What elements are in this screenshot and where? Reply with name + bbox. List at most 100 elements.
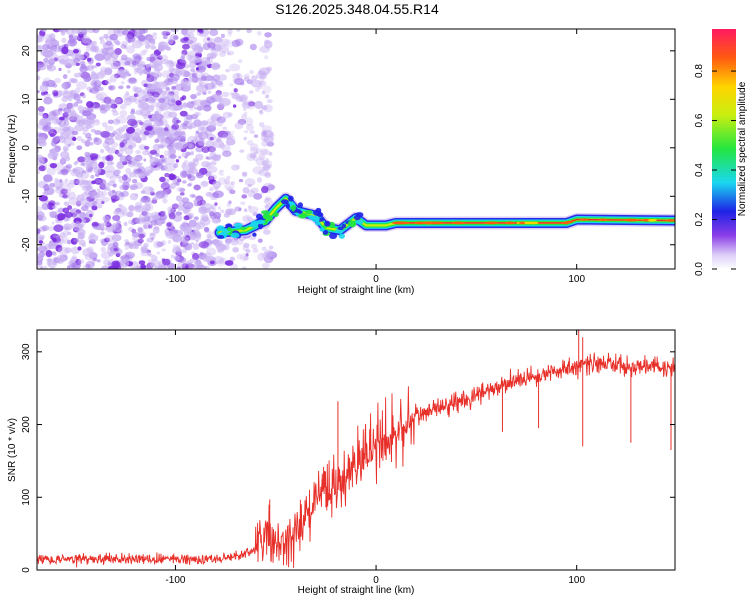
- noise-speckle: [63, 223, 73, 231]
- noise-speckle: [185, 151, 191, 157]
- noise-speckle: [164, 127, 169, 132]
- noise-speckle: [258, 153, 266, 161]
- noise-speckle: [87, 42, 94, 47]
- noise-speckle: [145, 212, 153, 219]
- noise-speckle: [268, 152, 273, 156]
- noise-speckle: [189, 151, 195, 156]
- noise-speckle: [191, 140, 194, 144]
- noise-speckle: [81, 179, 89, 186]
- noise-speckle: [37, 211, 45, 218]
- noise-speckle: [159, 106, 165, 112]
- noise-speckle: [193, 199, 197, 203]
- spectrogram-ytick-label: 20: [21, 45, 32, 57]
- noise-speckle: [98, 104, 106, 112]
- noise-speckle: [40, 235, 45, 241]
- noise-speckle: [47, 64, 53, 69]
- noise-speckle: [76, 136, 83, 142]
- noise-speckle: [164, 178, 170, 184]
- band-blob: [233, 222, 243, 229]
- noise-speckle: [52, 251, 57, 257]
- noise-speckle: [169, 234, 175, 239]
- noise-speckle: [208, 76, 213, 80]
- noise-speckle: [142, 88, 151, 96]
- noise-speckle: [89, 87, 99, 94]
- noise-speckle: [201, 180, 209, 187]
- noise-speckle: [162, 258, 171, 266]
- noise-speckle: [113, 209, 120, 215]
- noise-speckle: [94, 53, 105, 61]
- noise-speckle: [183, 215, 190, 221]
- noise-speckle: [156, 251, 160, 255]
- noise-speckle: [75, 172, 84, 178]
- band-blob: [338, 233, 345, 239]
- noise-speckle: [171, 142, 179, 148]
- noise-speckle: [119, 259, 130, 268]
- noise-speckle: [247, 205, 252, 209]
- noise-speckle: [123, 173, 128, 179]
- band-blob: [288, 195, 294, 202]
- noise-speckle: [91, 180, 96, 185]
- noise-speckle: [100, 227, 105, 232]
- noise-speckle: [215, 90, 222, 96]
- noise-speckle: [193, 57, 199, 63]
- noise-speckle: [110, 61, 122, 70]
- noise-speckle: [112, 110, 119, 117]
- snr-xtick-label: -100: [165, 575, 185, 586]
- noise-speckle: [173, 162, 179, 169]
- noise-speckle: [48, 33, 56, 40]
- noise-speckle: [39, 83, 49, 93]
- noise-speckle: [202, 256, 211, 262]
- noise-speckle: [103, 33, 109, 39]
- noise-speckle: [50, 266, 55, 269]
- noise-speckle: [82, 248, 94, 257]
- noise-speckle: [90, 45, 98, 51]
- noise-speckle: [197, 80, 204, 85]
- noise-speckle: [133, 182, 144, 189]
- noise-speckle: [263, 249, 273, 258]
- noise-speckle: [213, 36, 224, 46]
- noise-speckle: [171, 174, 177, 180]
- noise-speckle: [105, 155, 111, 162]
- noise-speckle: [42, 112, 49, 119]
- band-blob: [355, 219, 364, 225]
- noise-speckle: [265, 197, 270, 202]
- noise-speckle: [93, 119, 101, 126]
- noise-speckle: [99, 97, 105, 102]
- noise-speckle: [140, 195, 151, 203]
- noise-speckle: [116, 131, 122, 136]
- noise-speckle: [267, 99, 273, 104]
- noise-speckle: [123, 176, 132, 184]
- noise-speckle: [200, 56, 211, 64]
- noise-speckle: [121, 190, 129, 197]
- noise-speckle: [162, 110, 173, 119]
- noise-speckle: [182, 180, 187, 184]
- noise-speckle: [43, 96, 53, 105]
- noise-speckle: [132, 134, 142, 144]
- noise-speckle: [137, 63, 145, 70]
- noise-speckle: [257, 252, 265, 262]
- colorbar-ticks: 0.0 0.2 0.4 0.6 0.8: [694, 64, 736, 276]
- noise-speckle: [264, 94, 270, 99]
- noise-speckle: [84, 151, 90, 157]
- noise-speckle: [249, 130, 256, 134]
- noise-speckle: [146, 237, 154, 243]
- noise-speckle: [143, 158, 147, 162]
- noise-speckle: [231, 92, 240, 100]
- noise-speckle: [193, 261, 204, 269]
- noise-speckle: [155, 153, 160, 157]
- noise-speckle: [218, 171, 222, 175]
- noise-speckle: [261, 160, 269, 166]
- noise-speckle: [179, 236, 190, 243]
- noise-speckle: [221, 144, 231, 153]
- band-blob: [294, 209, 302, 213]
- noise-speckle: [78, 179, 92, 189]
- noise-speckle: [74, 124, 84, 132]
- noise-speckle: [217, 177, 228, 185]
- noise-speckle: [77, 105, 84, 112]
- noise-speckle: [133, 93, 139, 98]
- noise-speckle: [175, 195, 183, 202]
- noise-speckle: [66, 188, 72, 192]
- noise-speckle: [238, 207, 242, 212]
- noise-speckle: [180, 69, 189, 78]
- noise-speckle: [112, 223, 122, 233]
